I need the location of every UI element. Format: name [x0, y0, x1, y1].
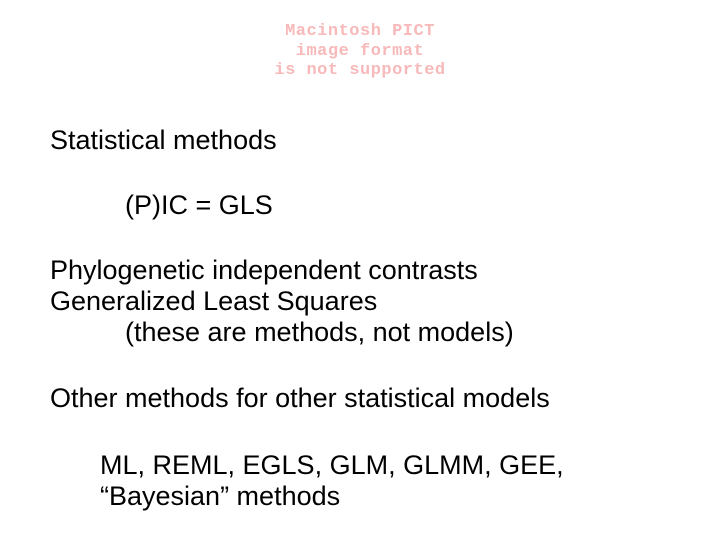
pict-line-1: Macintosh PICT: [255, 22, 465, 42]
line-methods-not-models: (these are methods, not models): [125, 317, 514, 348]
line-method-list-2: “Bayesian” methods: [100, 481, 340, 512]
heading-statistical-methods: Statistical methods: [50, 125, 277, 156]
line-other-methods: Other methods for other statistical mode…: [50, 383, 550, 414]
pict-placeholder: Macintosh PICT image format is not suppo…: [255, 22, 465, 81]
pict-line-2: image format: [255, 42, 465, 62]
slide: Macintosh PICT image format is not suppo…: [0, 0, 720, 540]
line-phylogenetic-independent-contrasts: Phylogenetic independent contrasts: [50, 255, 478, 286]
line-method-list-1: ML, REML, EGLS, GLM, GLMM, GEE,: [100, 450, 564, 481]
equation-pic-gls: (P)IC = GLS: [125, 190, 273, 221]
line-generalized-least-squares: Generalized Least Squares: [50, 286, 377, 317]
pict-line-3: is not supported: [255, 61, 465, 81]
